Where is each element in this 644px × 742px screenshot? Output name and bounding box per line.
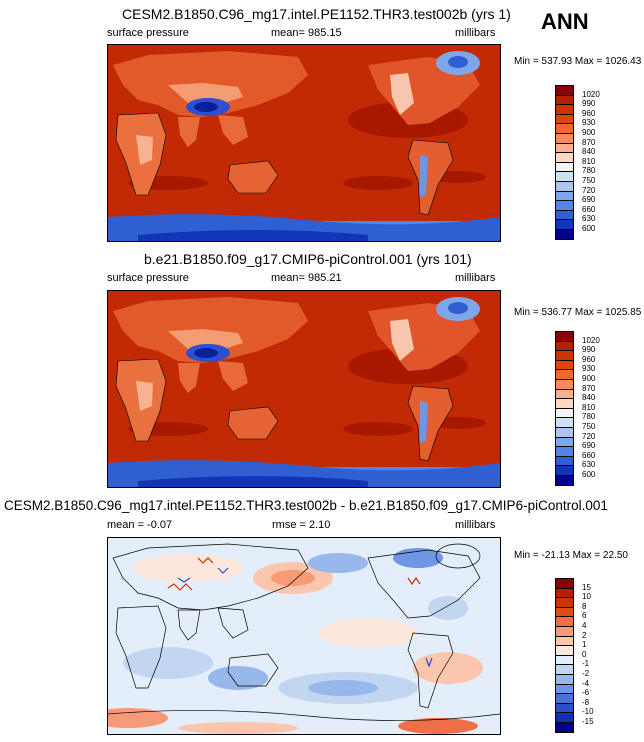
colorbar-label: 4 <box>582 621 587 630</box>
colorbar-label: 600 <box>582 470 596 479</box>
colorbar-label: 690 <box>582 441 596 451</box>
colorbar-label: 15 <box>582 582 591 592</box>
panel2-variable: surface pressure <box>107 272 189 284</box>
panel3-colorbar: 15 10 8 6 4 2 1 0 -1 -2 -4 -6 -8 -10 -15 <box>555 578 594 733</box>
colorbar-label: 1020 <box>582 89 600 99</box>
colorbar-label: 600 <box>582 224 596 233</box>
colorbar-label: -6 <box>582 688 590 698</box>
panel1-minmax: Min = 537.93 Max = 1026.43 <box>514 56 642 67</box>
colorbar-label: 0 <box>582 649 587 659</box>
colorbar-swatch <box>555 475 574 486</box>
colorbar-label: 1020 <box>582 335 600 345</box>
panel1-map <box>107 44 501 242</box>
colorbar-label: 900 <box>582 128 596 137</box>
colorbar-swatch <box>555 229 574 240</box>
colorbar-label: 720 <box>582 185 596 195</box>
colorbar-label: 930 <box>582 118 596 128</box>
colorbar-label: 630 <box>582 460 596 470</box>
panel2-map <box>107 290 501 488</box>
colorbar-label: 960 <box>582 354 596 364</box>
panel1-variable: surface pressure <box>107 27 189 39</box>
panel3-mean: mean = -0.07 <box>107 519 173 531</box>
colorbar-label: 990 <box>582 99 596 109</box>
colorbar-label: 780 <box>582 412 596 422</box>
panel2-units: millibars <box>455 272 496 284</box>
colorbar-label: 840 <box>582 147 596 157</box>
colorbar-label: 630 <box>582 214 596 224</box>
panel3-map <box>107 537 501 735</box>
panel3-map-graphic <box>108 538 500 734</box>
colorbar-label: 1 <box>582 640 587 650</box>
panel2-mean: mean= 985.21 <box>271 272 342 284</box>
colorbar-label: 660 <box>582 450 596 460</box>
annual-label: ANN <box>541 9 589 34</box>
colorbar-label: 870 <box>582 137 596 147</box>
colorbar-label: -1 <box>582 659 590 669</box>
colorbar-label: 10 <box>582 592 591 602</box>
colorbar-label: 750 <box>582 422 596 431</box>
panel1-colorbar: 1020 990 960 930 900 870 840 810 780 750 720 690 660… <box>555 85 600 240</box>
colorbar-label: 780 <box>582 166 596 176</box>
panel2-map-graphic <box>108 291 500 487</box>
colorbar-label: 840 <box>582 393 596 403</box>
panel1-map-graphic <box>108 45 500 241</box>
colorbar-label: -15 <box>582 717 594 726</box>
panel2-colorbar: 1020 990 960 930 900 870 840 810 780 750 720 690 660… <box>555 331 600 486</box>
panel2-title: b.e21.B1850.f09_g17.CMIP6-piControl.001 … <box>144 251 472 267</box>
colorbar-label: 6 <box>582 611 587 621</box>
colorbar-label: 900 <box>582 374 596 383</box>
panel2-minmax: Min = 536.77 Max = 1025.85 <box>514 307 642 318</box>
colorbar-label: 870 <box>582 383 596 393</box>
colorbar-label: -4 <box>582 678 590 688</box>
panel3-rmse: rmse = 2.10 <box>272 519 331 531</box>
colorbar-label: 930 <box>582 364 596 374</box>
colorbar-label: 690 <box>582 195 596 205</box>
panel3-title: CESM2.B1850.C96_mg17.intel.PE1152.THR3.t… <box>4 498 608 513</box>
colorbar-label: 8 <box>582 601 587 611</box>
panel1-title: CESM2.B1850.C96_mg17.intel.PE1152.THR3.t… <box>122 6 511 22</box>
colorbar-label: 960 <box>582 108 596 118</box>
colorbar-label: 810 <box>582 402 596 412</box>
colorbar-label: 720 <box>582 431 596 441</box>
panel1-mean: mean= 985.15 <box>271 27 342 39</box>
panel3-units: millibars <box>455 519 496 531</box>
panel1-units: millibars <box>455 27 496 39</box>
colorbar-label: 810 <box>582 156 596 166</box>
panel3-minmax: Min = -21.13 Max = 22.50 <box>514 550 628 561</box>
colorbar-label: -10 <box>582 707 594 717</box>
colorbar-label: -2 <box>582 669 590 678</box>
colorbar-label: 750 <box>582 176 596 185</box>
colorbar-label: -8 <box>582 697 590 707</box>
colorbar-label: 2 <box>582 630 587 640</box>
colorbar-label: 660 <box>582 204 596 214</box>
colorbar-swatch <box>555 722 574 733</box>
colorbar-label: 990 <box>582 345 596 355</box>
